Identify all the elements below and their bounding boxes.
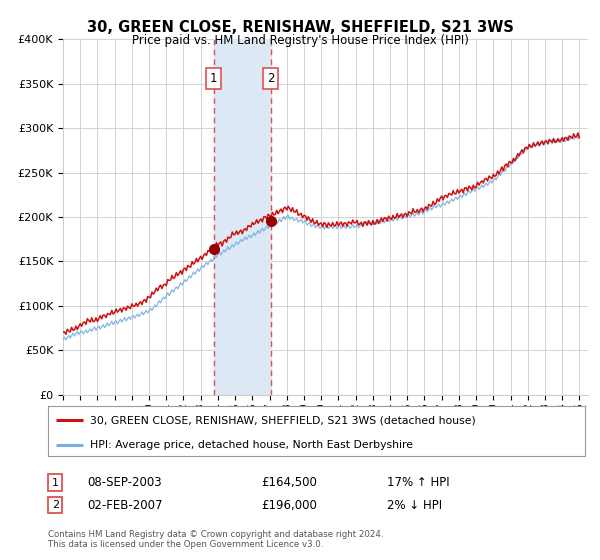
Text: £196,000: £196,000 — [261, 498, 317, 512]
Text: 2: 2 — [267, 72, 275, 85]
Text: 08-SEP-2003: 08-SEP-2003 — [87, 476, 161, 489]
Text: HPI: Average price, detached house, North East Derbyshire: HPI: Average price, detached house, Nort… — [90, 440, 413, 450]
Text: 2: 2 — [52, 500, 59, 510]
Text: Price paid vs. HM Land Registry's House Price Index (HPI): Price paid vs. HM Land Registry's House … — [131, 34, 469, 46]
Text: 02-FEB-2007: 02-FEB-2007 — [87, 498, 163, 512]
Text: This data is licensed under the Open Government Licence v3.0.: This data is licensed under the Open Gov… — [48, 540, 323, 549]
Text: 2% ↓ HPI: 2% ↓ HPI — [387, 498, 442, 512]
Text: Contains HM Land Registry data © Crown copyright and database right 2024.: Contains HM Land Registry data © Crown c… — [48, 530, 383, 539]
Bar — [214, 39, 271, 395]
Text: 17% ↑ HPI: 17% ↑ HPI — [387, 476, 449, 489]
Text: 30, GREEN CLOSE, RENISHAW, SHEFFIELD, S21 3WS (detached house): 30, GREEN CLOSE, RENISHAW, SHEFFIELD, S2… — [90, 415, 476, 425]
Text: 1: 1 — [210, 72, 217, 85]
Text: 1: 1 — [52, 478, 59, 488]
Text: 30, GREEN CLOSE, RENISHAW, SHEFFIELD, S21 3WS: 30, GREEN CLOSE, RENISHAW, SHEFFIELD, S2… — [86, 20, 514, 35]
Text: £164,500: £164,500 — [261, 476, 317, 489]
